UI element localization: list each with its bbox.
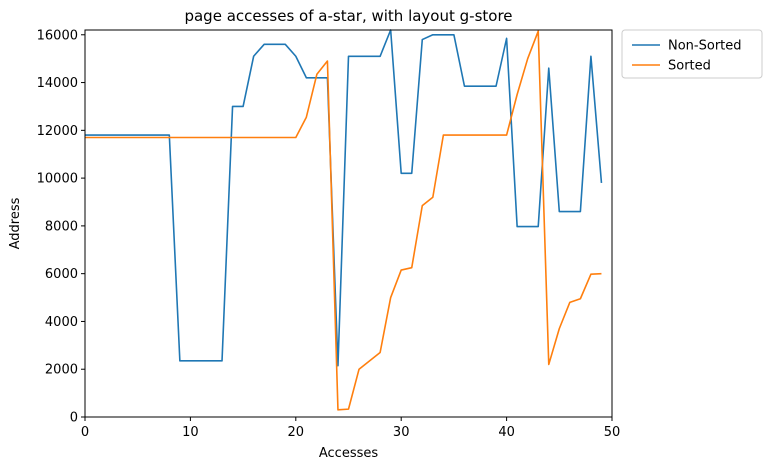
y-tick-label: 14000 [37, 76, 78, 91]
legend-label-sorted: Sorted [668, 59, 711, 74]
y-axis-title: Address [8, 197, 23, 249]
legend-box [621, 29, 763, 79]
y-tick-label: 8000 [45, 219, 78, 234]
y-tick-label: 6000 [45, 267, 78, 282]
series-line-sorted [85, 30, 602, 411]
x-tick-label: 0 [81, 425, 89, 440]
plot-lines [85, 29, 603, 411]
y-tick-label: 4000 [45, 315, 78, 330]
series-line-non-sorted [85, 29, 603, 367]
plot-frame [84, 29, 613, 418]
x-axis-title: Accesses [319, 446, 379, 461]
y-tick-label: 2000 [45, 363, 78, 378]
x-tick-label: 30 [393, 425, 410, 440]
x-tick-label: 20 [288, 425, 305, 440]
chart-title: page accesses of a-star, with layout g-s… [184, 7, 512, 25]
x-tick-label: 50 [604, 425, 621, 440]
y-tick-label: 16000 [37, 28, 78, 43]
y-axis-ticks: 0 2000 4000 6000 8000 10000 12000 14000 16000 [37, 28, 85, 426]
x-tick-label: 40 [498, 425, 515, 440]
y-tick-label: 0 [70, 411, 78, 426]
x-tick-label: 10 [182, 425, 199, 440]
legend: Non-Sorted Sorted [621, 29, 763, 79]
legend-label-non-sorted: Non-Sorted [668, 39, 742, 54]
y-tick-label: 10000 [37, 172, 78, 187]
y-tick-label: 12000 [37, 124, 78, 139]
x-axis-ticks: 0 10 20 30 40 50 [81, 417, 620, 440]
